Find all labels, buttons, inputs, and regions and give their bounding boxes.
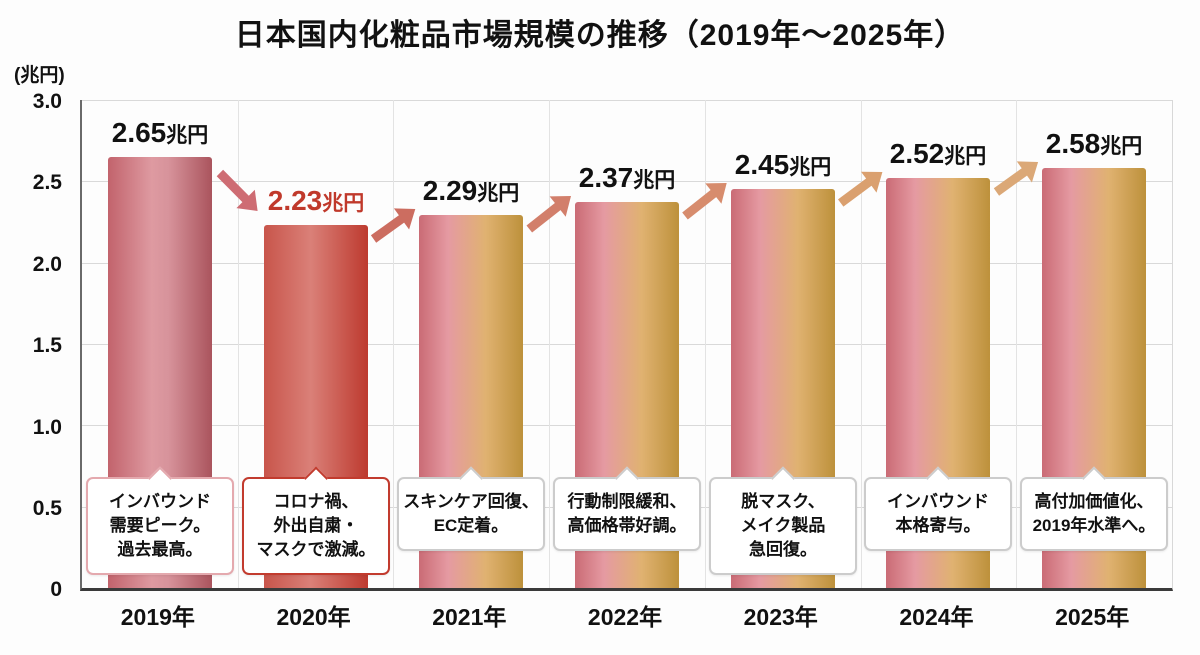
annotation-line: 脱マスク、 xyxy=(741,492,825,511)
y-tick-label: 1.0 xyxy=(32,416,62,439)
plot-area: 2.65兆円 2.23兆円 2.29兆円 2.37兆円 2.45兆円 2.52兆… xyxy=(80,100,1173,591)
x-axis: 2019年 2020年 2021年 2022年 2023年 2024年 2025… xyxy=(80,598,1170,632)
gridline xyxy=(549,100,550,588)
gridline xyxy=(238,100,239,588)
annotation-line: 需要ピーク。 xyxy=(109,516,211,536)
x-tick-label: 2020年 xyxy=(276,604,351,630)
annotation-line: 高付加価値化、 xyxy=(1034,492,1154,511)
y-tick-label: 2.5 xyxy=(32,171,62,194)
annotation-line: 過去最高。 xyxy=(117,540,203,560)
gridline xyxy=(82,100,1172,101)
annotation-2019: インバウンド 需要ピーク。 過去最高。 xyxy=(86,466,234,576)
annotation-line: EC定着。 xyxy=(433,516,509,536)
y-axis-unit-label: (兆円) xyxy=(14,65,65,86)
y-tick-label: 1.5 xyxy=(32,334,62,357)
x-tick-label: 2021年 xyxy=(432,604,507,630)
annotation-line: 高価格帯好調。 xyxy=(567,516,687,536)
annotation-2025: 高付加価値化、 2019年水準へ。 xyxy=(1020,466,1168,552)
x-tick-label: 2025年 xyxy=(1055,604,1130,630)
annotation-2024: インバウンド 本格寄与。 xyxy=(864,466,1012,552)
annotation-2023: 脱マスク、 メイク製品 急回復。 xyxy=(709,466,857,576)
annotation-line: マスクで激減。 xyxy=(256,540,376,560)
value-label-2023: 2.45兆円 xyxy=(734,149,832,180)
value-label-2021: 2.29兆円 xyxy=(422,175,520,206)
annotation-line: インバウンド xyxy=(887,492,989,511)
annotation-line: インバウンド xyxy=(109,492,211,511)
value-label-2022: 2.37兆円 xyxy=(578,162,676,193)
annotation-2022: 行動制限緩和、 高価格帯好調。 xyxy=(553,466,701,552)
value-label-2020: 2.23兆円 xyxy=(267,185,365,216)
gridline xyxy=(82,181,1172,182)
annotation-line: 本格寄与。 xyxy=(895,516,981,536)
annotation-2021: スキンケア回復、 EC定着。 xyxy=(397,466,545,552)
y-tick-label: 0.5 xyxy=(32,497,62,520)
x-tick-label: 2019年 xyxy=(120,604,195,630)
annotation-line: 2019年水準へ。 xyxy=(1032,516,1156,536)
gridline xyxy=(861,100,862,588)
y-tick-label: 3.0 xyxy=(32,90,62,113)
annotation-2020: コロナ禍、 外出自粛・ マスクで激減。 xyxy=(242,466,390,576)
annotation-line: 外出自粛・ xyxy=(273,516,359,536)
annotation-line: 行動制限緩和、 xyxy=(567,492,687,511)
annotation-line: コロナ禍、 xyxy=(273,492,359,511)
x-tick-label: 2024年 xyxy=(899,604,974,630)
y-axis: 3.0 2.5 2.0 1.5 1.0 0.5 0 xyxy=(0,91,72,600)
annotation-line: 急回復。 xyxy=(749,540,817,560)
value-label-2025: 2.58兆円 xyxy=(1045,128,1143,159)
annotation-line: メイク製品 xyxy=(740,516,826,536)
gridline xyxy=(1016,100,1017,588)
annotation-line: スキンケア回復、 xyxy=(403,492,539,511)
x-tick-label: 2023年 xyxy=(743,604,818,630)
gridline xyxy=(393,100,394,588)
gridline xyxy=(705,100,706,588)
x-tick-label: 2022年 xyxy=(587,604,663,630)
value-label-2024: 2.52兆円 xyxy=(889,138,987,169)
chart-title: 日本国内化粧品市場規模の推移（2019年〜2025年） xyxy=(234,19,966,52)
y-tick-label: 0 xyxy=(50,578,62,601)
y-tick-label: 2.0 xyxy=(32,253,62,276)
value-label-2019: 2.65兆円 xyxy=(111,117,209,148)
